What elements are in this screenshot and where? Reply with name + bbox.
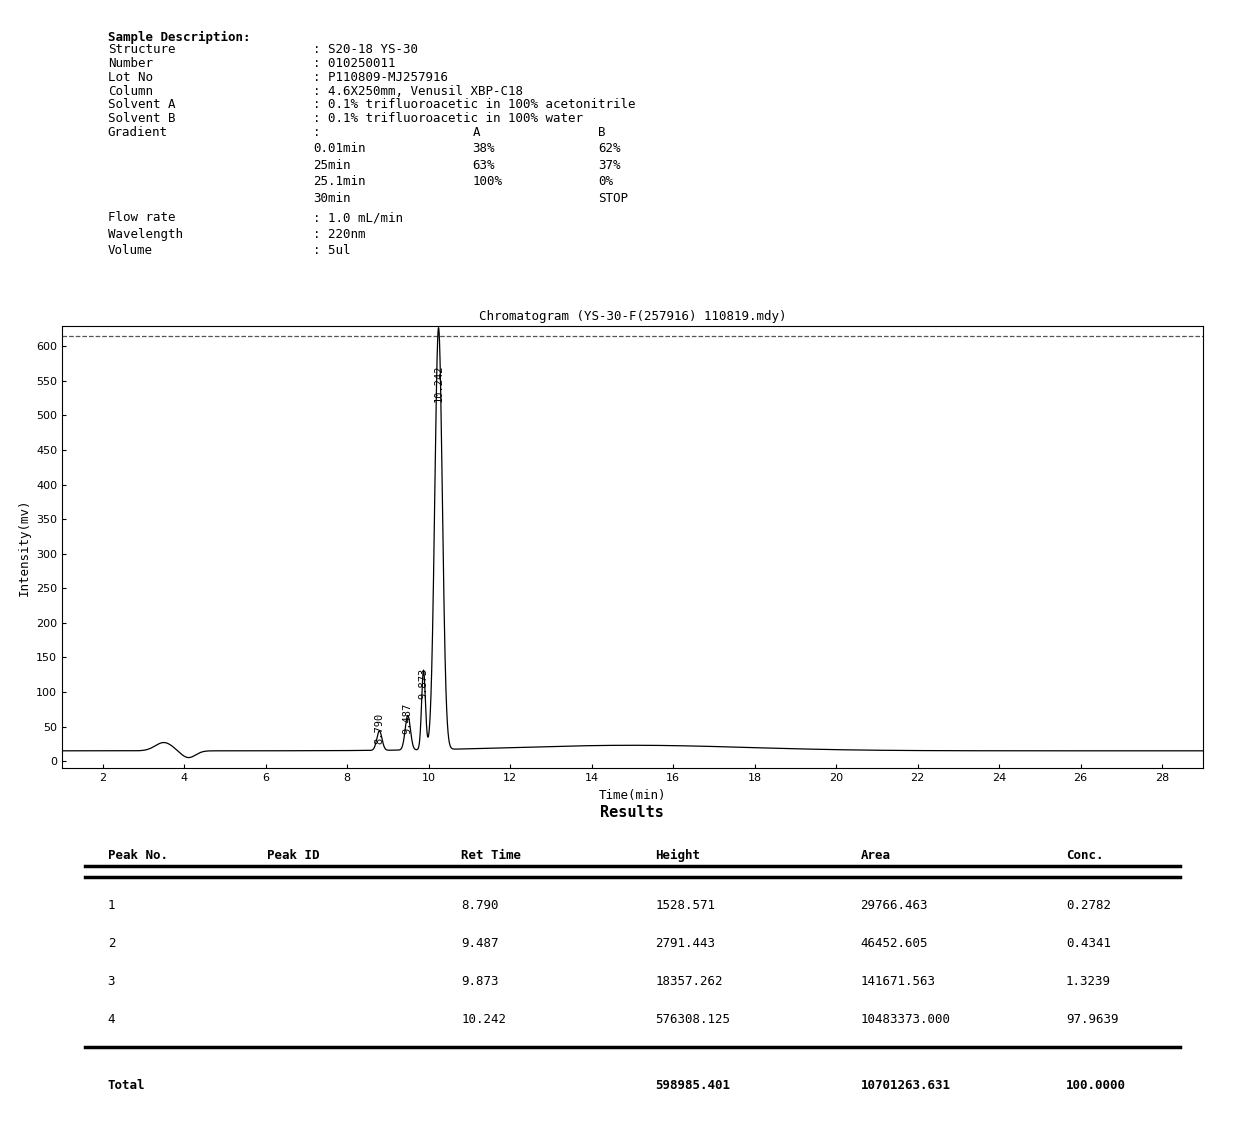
Text: 25min: 25min <box>312 159 351 172</box>
Text: 18357.262: 18357.262 <box>655 976 723 988</box>
Text: Height: Height <box>655 849 701 862</box>
Text: 8.790: 8.790 <box>461 900 498 912</box>
Text: Peak ID: Peak ID <box>268 849 320 862</box>
Text: : 220nm: : 220nm <box>312 228 366 241</box>
Text: 0%: 0% <box>598 176 613 188</box>
Text: : 0.1% trifluoroacetic in 100% acetonitrile: : 0.1% trifluoroacetic in 100% acetonitr… <box>312 99 635 111</box>
Text: Lot No: Lot No <box>108 71 153 84</box>
Text: 598985.401: 598985.401 <box>655 1079 730 1092</box>
Text: A: A <box>472 126 480 139</box>
Title: Chromatogram (YS-30-F(257916) 110819.mdy): Chromatogram (YS-30-F(257916) 110819.mdy… <box>479 310 786 323</box>
Text: Column: Column <box>108 85 153 97</box>
Text: 38%: 38% <box>472 143 495 155</box>
Text: 25.1min: 25.1min <box>312 176 366 188</box>
Text: 0.01min: 0.01min <box>312 143 366 155</box>
Text: 0.4341: 0.4341 <box>1066 937 1111 951</box>
Text: 37%: 37% <box>598 159 621 172</box>
Y-axis label: Intensity(mv): Intensity(mv) <box>17 499 31 596</box>
Text: Area: Area <box>861 849 890 862</box>
Text: Gradient: Gradient <box>108 126 167 139</box>
Text: Ret Time: Ret Time <box>461 849 521 862</box>
Text: Wavelength: Wavelength <box>108 228 182 241</box>
Text: : 0.1% trifluoroacetic in 100% water: : 0.1% trifluoroacetic in 100% water <box>312 112 583 125</box>
Text: 9.487: 9.487 <box>403 702 413 733</box>
Text: 1.3239: 1.3239 <box>1066 976 1111 988</box>
Text: Solvent A: Solvent A <box>108 99 175 111</box>
Text: 9.487: 9.487 <box>461 937 498 951</box>
Text: Number: Number <box>108 57 153 70</box>
Text: Sample Description:: Sample Description: <box>108 31 250 44</box>
Text: 8.790: 8.790 <box>374 713 384 744</box>
Text: 1: 1 <box>108 900 115 912</box>
Text: : S20-18 YS-30: : S20-18 YS-30 <box>312 43 418 57</box>
Text: 9.873: 9.873 <box>461 976 498 988</box>
Text: Solvent B: Solvent B <box>108 112 175 125</box>
Text: : 010250011: : 010250011 <box>312 57 396 70</box>
Text: 10.242: 10.242 <box>434 364 444 401</box>
Text: Results: Results <box>600 806 665 820</box>
Text: Flow rate: Flow rate <box>108 211 175 224</box>
Text: : P110809-MJ257916: : P110809-MJ257916 <box>312 71 448 84</box>
Text: 9.873: 9.873 <box>419 667 429 699</box>
Text: Total: Total <box>108 1079 145 1092</box>
Text: :: : <box>312 126 320 139</box>
Text: 29766.463: 29766.463 <box>861 900 928 912</box>
Text: 63%: 63% <box>472 159 495 172</box>
Text: 10701263.631: 10701263.631 <box>861 1079 951 1092</box>
Text: 46452.605: 46452.605 <box>861 937 928 951</box>
Text: 141671.563: 141671.563 <box>861 976 935 988</box>
Text: 4: 4 <box>108 1013 115 1025</box>
Text: : 1.0 mL/min: : 1.0 mL/min <box>312 211 403 224</box>
Text: B: B <box>598 126 605 139</box>
Text: 2791.443: 2791.443 <box>655 937 715 951</box>
Text: 0.2782: 0.2782 <box>1066 900 1111 912</box>
Text: Structure: Structure <box>108 43 175 57</box>
Text: 10483373.000: 10483373.000 <box>861 1013 951 1025</box>
Text: : 5ul: : 5ul <box>312 245 351 257</box>
Text: 576308.125: 576308.125 <box>655 1013 730 1025</box>
Text: 97.9639: 97.9639 <box>1066 1013 1118 1025</box>
Text: 2: 2 <box>108 937 115 951</box>
Text: 10.242: 10.242 <box>461 1013 506 1025</box>
Text: 100%: 100% <box>472 176 502 188</box>
Text: 100.0000: 100.0000 <box>1066 1079 1126 1092</box>
Text: : 4.6X250mm, Venusil XBP-C18: : 4.6X250mm, Venusil XBP-C18 <box>312 85 523 97</box>
Text: Peak No.: Peak No. <box>108 849 167 862</box>
X-axis label: Time(min): Time(min) <box>599 789 666 801</box>
Text: Conc.: Conc. <box>1066 849 1104 862</box>
Text: 62%: 62% <box>598 143 621 155</box>
Text: 3: 3 <box>108 976 115 988</box>
Text: Volume: Volume <box>108 245 153 257</box>
Text: STOP: STOP <box>598 191 629 205</box>
Text: 1528.571: 1528.571 <box>655 900 715 912</box>
Text: 30min: 30min <box>312 191 351 205</box>
